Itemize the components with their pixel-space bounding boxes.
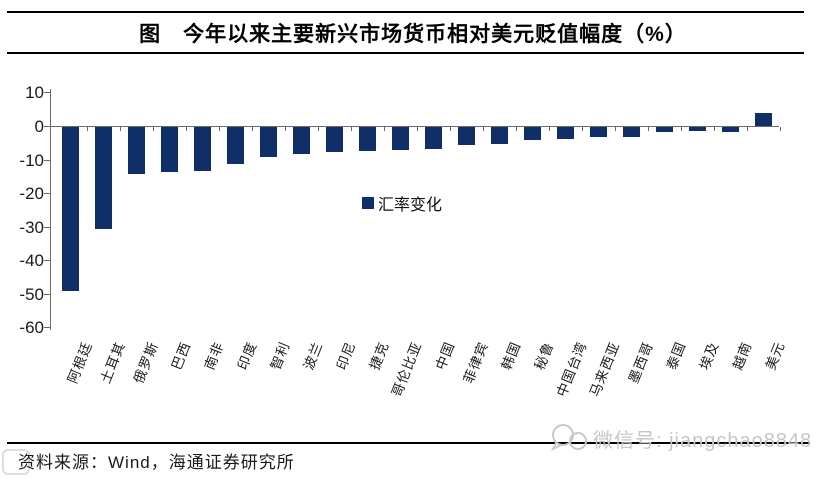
bar-智利 [259, 127, 277, 158]
y-axis-tick [44, 193, 50, 195]
bar-菲律宾 [457, 127, 475, 146]
x-axis-tick [86, 127, 88, 131]
bar-印度 [226, 127, 244, 164]
x-axis-label: 中国 [432, 339, 458, 373]
y-axis-label: 0 [34, 117, 44, 136]
bar-泰国 [655, 127, 673, 133]
y-axis-label: -50 [19, 284, 44, 304]
y-axis-tick [44, 260, 50, 262]
x-axis-tick [680, 127, 682, 131]
bar-阿根廷 [61, 127, 79, 292]
x-axis-tick [218, 127, 220, 131]
x-axis-label: 印尼 [333, 339, 359, 373]
wechat-watermark: 微信号: jiangchao8848 [548, 422, 812, 454]
x-axis-line [50, 126, 779, 127]
x-axis-tick [152, 127, 154, 131]
x-axis-tick [251, 127, 253, 131]
x-axis-label: 秘鲁 [531, 339, 557, 373]
watermark-left-logo [2, 449, 30, 475]
x-axis-tick [416, 127, 418, 131]
x-axis-tick [581, 127, 583, 131]
x-axis-label: 阿根廷 [64, 339, 95, 386]
x-axis-tick [713, 127, 715, 131]
bar-巴西 [160, 127, 178, 173]
title-top-rule [7, 11, 804, 13]
x-axis-tick [449, 127, 451, 131]
x-axis-label: 韩国 [498, 339, 524, 373]
bar-波兰 [292, 127, 310, 154]
x-axis-label: 美元 [762, 339, 788, 373]
x-axis-label: 越南 [729, 339, 755, 373]
x-axis-label: 印度 [234, 339, 260, 373]
bar-印尼 [325, 127, 343, 153]
chart-legend: 汇率变化 [362, 191, 442, 215]
x-axis-tick [317, 127, 319, 131]
y-axis-tick [44, 226, 50, 228]
x-axis-tick [482, 127, 484, 131]
x-axis-tick [647, 127, 649, 131]
bar-韩国 [490, 127, 508, 144]
bar-土耳其 [94, 127, 112, 230]
wechat-icon [550, 424, 587, 452]
x-axis-tick [779, 127, 781, 131]
x-axis-label: 菲律宾 [460, 339, 491, 386]
footer-rule [7, 442, 810, 444]
bar-哥伦比亚 [391, 127, 409, 151]
bar-中国台湾 [556, 127, 574, 139]
wechat-watermark-text: 微信号: jiangchao8848 [593, 429, 813, 452]
x-axis-label: 墨西哥 [625, 339, 656, 386]
x-axis-label: 巴西 [168, 339, 194, 373]
bar-马来西亚 [589, 127, 607, 138]
bar-南非 [193, 127, 211, 171]
x-axis-tick [614, 127, 616, 131]
x-axis-label: 智利 [267, 339, 293, 373]
x-axis-tick [119, 127, 121, 131]
y-axis-tick [44, 327, 50, 329]
x-axis-label: 波兰 [300, 339, 326, 373]
y-axis-line [50, 89, 51, 331]
title-bottom-rule [7, 52, 804, 54]
bar-捷克 [358, 127, 376, 152]
y-axis-tick [44, 293, 50, 295]
y-axis-label: -10 [19, 150, 44, 170]
x-axis-tick [515, 127, 517, 131]
x-axis-label: 泰国 [663, 339, 689, 373]
legend-label: 汇率变化 [378, 197, 443, 214]
bar-美元 [754, 112, 772, 126]
chart-title: 图 今年以来主要新兴市场货币相对美元贬值幅度（%） [139, 23, 687, 46]
bar-秘鲁 [523, 127, 541, 141]
y-axis-tick [44, 159, 50, 161]
bar-俄罗斯 [127, 127, 145, 174]
bar-墨西哥 [622, 127, 640, 138]
x-axis-label: 南非 [201, 339, 227, 373]
y-axis-tick [44, 126, 50, 127]
bar-埃及 [688, 127, 706, 132]
y-axis-label: -60 [19, 318, 44, 338]
source-note: 资料来源：Wind，海通证券研究所 [18, 453, 295, 472]
x-axis-label: 土耳其 [97, 339, 128, 386]
y-axis-label: -30 [19, 217, 44, 237]
x-axis-tick [383, 127, 385, 131]
x-axis-tick [185, 127, 187, 131]
y-axis-label: -40 [19, 251, 44, 271]
y-axis-label: -20 [19, 184, 44, 204]
y-axis-label: 10 [25, 83, 44, 103]
bar-中国 [424, 127, 442, 149]
x-axis-tick [284, 127, 286, 131]
x-axis-tick [746, 127, 748, 131]
y-axis-tick [44, 92, 50, 94]
bar-越南 [721, 127, 739, 133]
x-axis-label: 俄罗斯 [130, 339, 161, 386]
legend-swatch [362, 197, 374, 209]
x-axis-label: 捷克 [366, 339, 392, 373]
x-axis-tick [350, 127, 352, 131]
x-axis-label: 埃及 [696, 339, 722, 373]
x-axis-tick [548, 127, 550, 131]
